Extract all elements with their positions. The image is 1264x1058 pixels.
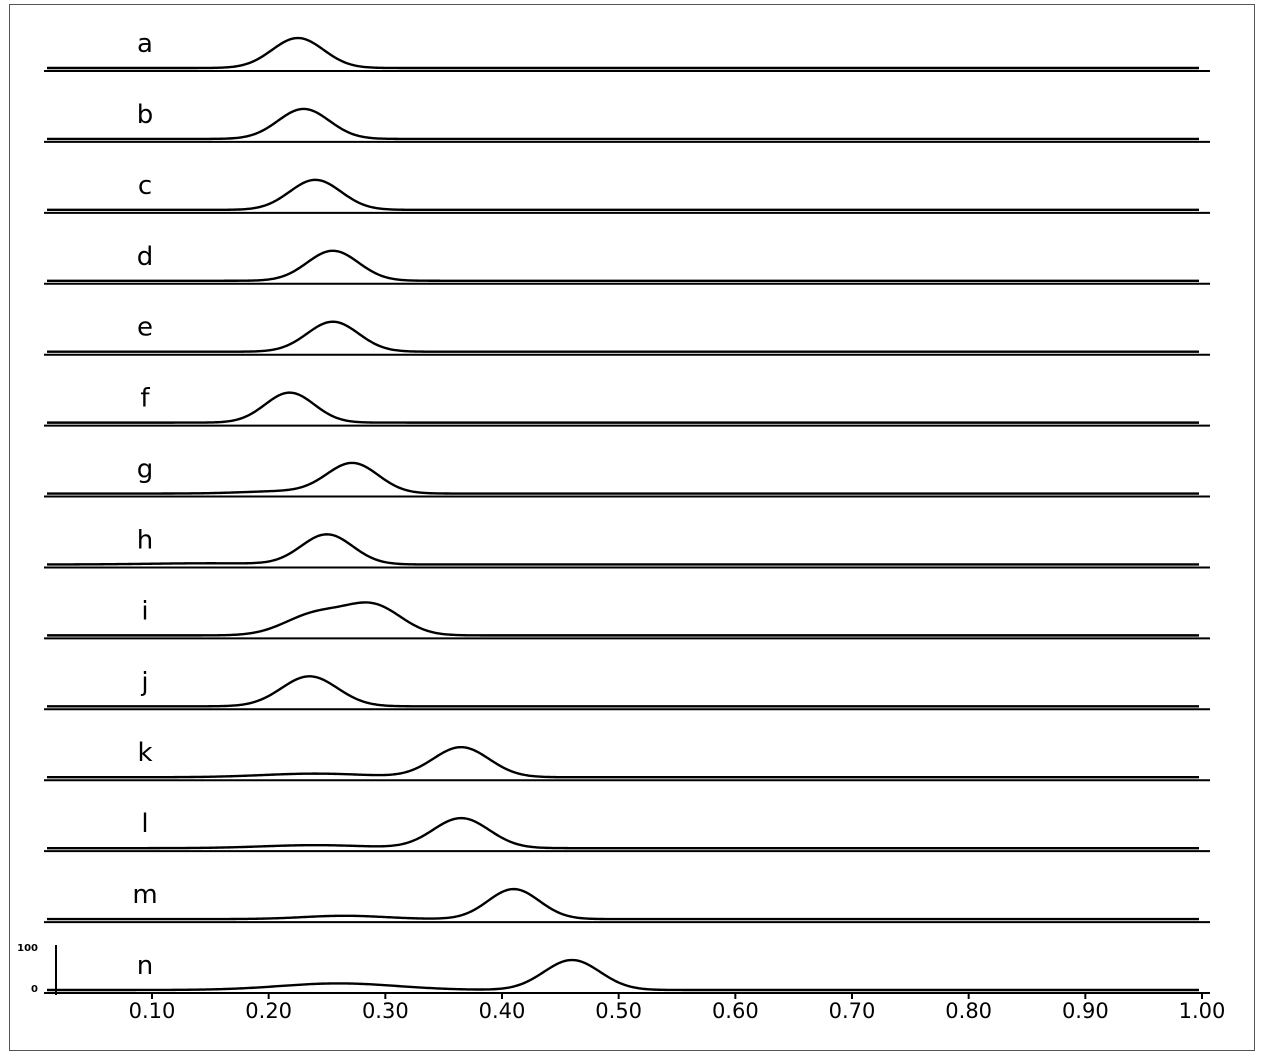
trace-line-i — [47, 601, 1199, 637]
trace-line-g — [47, 461, 1199, 495]
panel-label-a: a — [137, 29, 153, 59]
trace-line-f — [47, 391, 1199, 424]
panel-label-n: n — [137, 951, 153, 981]
trace-line-a — [47, 36, 1199, 70]
y-scale-label-1: 0 — [31, 984, 38, 995]
trace-line-n — [47, 958, 1199, 992]
trace-line-c — [47, 178, 1199, 212]
trace-panel-l: l — [44, 809, 1210, 853]
trace-panel-c: c — [44, 171, 1210, 214]
x-tick-label-3: 0.40 — [479, 999, 526, 1023]
trace-line-d — [47, 249, 1199, 282]
trace-panel-n: n — [44, 951, 1210, 994]
trace-line-k — [47, 745, 1199, 779]
panel-label-f: f — [140, 384, 150, 414]
panel-label-d: d — [137, 242, 154, 272]
x-tick-label-7: 0.80 — [945, 999, 992, 1023]
x-tick-label-9: 1.00 — [1179, 999, 1226, 1023]
trace-line-e — [47, 320, 1199, 353]
y-scale-label-0: 100 — [17, 943, 38, 954]
trace-panel-h: h — [44, 525, 1210, 569]
trace-line-h — [47, 533, 1199, 566]
panel-label-k: k — [137, 738, 152, 768]
panel-label-l: l — [141, 809, 148, 839]
x-tick-label-1: 0.20 — [245, 999, 292, 1023]
trace-panel-f: f — [44, 384, 1210, 427]
x-tick-label-6: 0.70 — [829, 999, 876, 1023]
x-tick-label-2: 0.30 — [362, 999, 409, 1023]
panel-label-c: c — [138, 171, 152, 201]
trace-line-m — [47, 887, 1199, 921]
trace-panel-j: j — [44, 667, 1210, 711]
trace-line-b — [47, 107, 1199, 141]
trace-line-l — [47, 816, 1199, 850]
trace-panel-a: a — [44, 29, 1210, 72]
panel-label-b: b — [137, 100, 154, 130]
panel-label-i: i — [141, 596, 148, 626]
trace-panel-g: g — [44, 455, 1210, 498]
trace-line-j — [47, 675, 1199, 708]
panel-label-g: g — [137, 455, 154, 485]
trace-panel-d: d — [44, 242, 1210, 285]
x-tick-label-8: 0.90 — [1062, 999, 1109, 1023]
x-tick-label-4: 0.50 — [595, 999, 642, 1023]
x-tick-label-0: 0.10 — [129, 999, 176, 1023]
figure-frame — [9, 4, 1255, 1051]
trace-panel-e: e — [44, 313, 1210, 356]
x-tick-label-5: 0.60 — [712, 999, 759, 1023]
trace-panel-k: k — [44, 738, 1210, 782]
panel-label-h: h — [137, 525, 153, 555]
trace-panel-m: m — [44, 880, 1210, 924]
panel-label-j: j — [140, 667, 148, 697]
x-axis: 0.10 0.20 0.30 0.40 0.50 0.60 0.70 0.80 0.90 1.00… — [17, 943, 1225, 1023]
trace-panel-b: b — [44, 100, 1210, 143]
panel-label-m: m — [132, 880, 157, 910]
trace-panel-i: i — [44, 596, 1210, 640]
panel-label-e: e — [137, 313, 153, 343]
